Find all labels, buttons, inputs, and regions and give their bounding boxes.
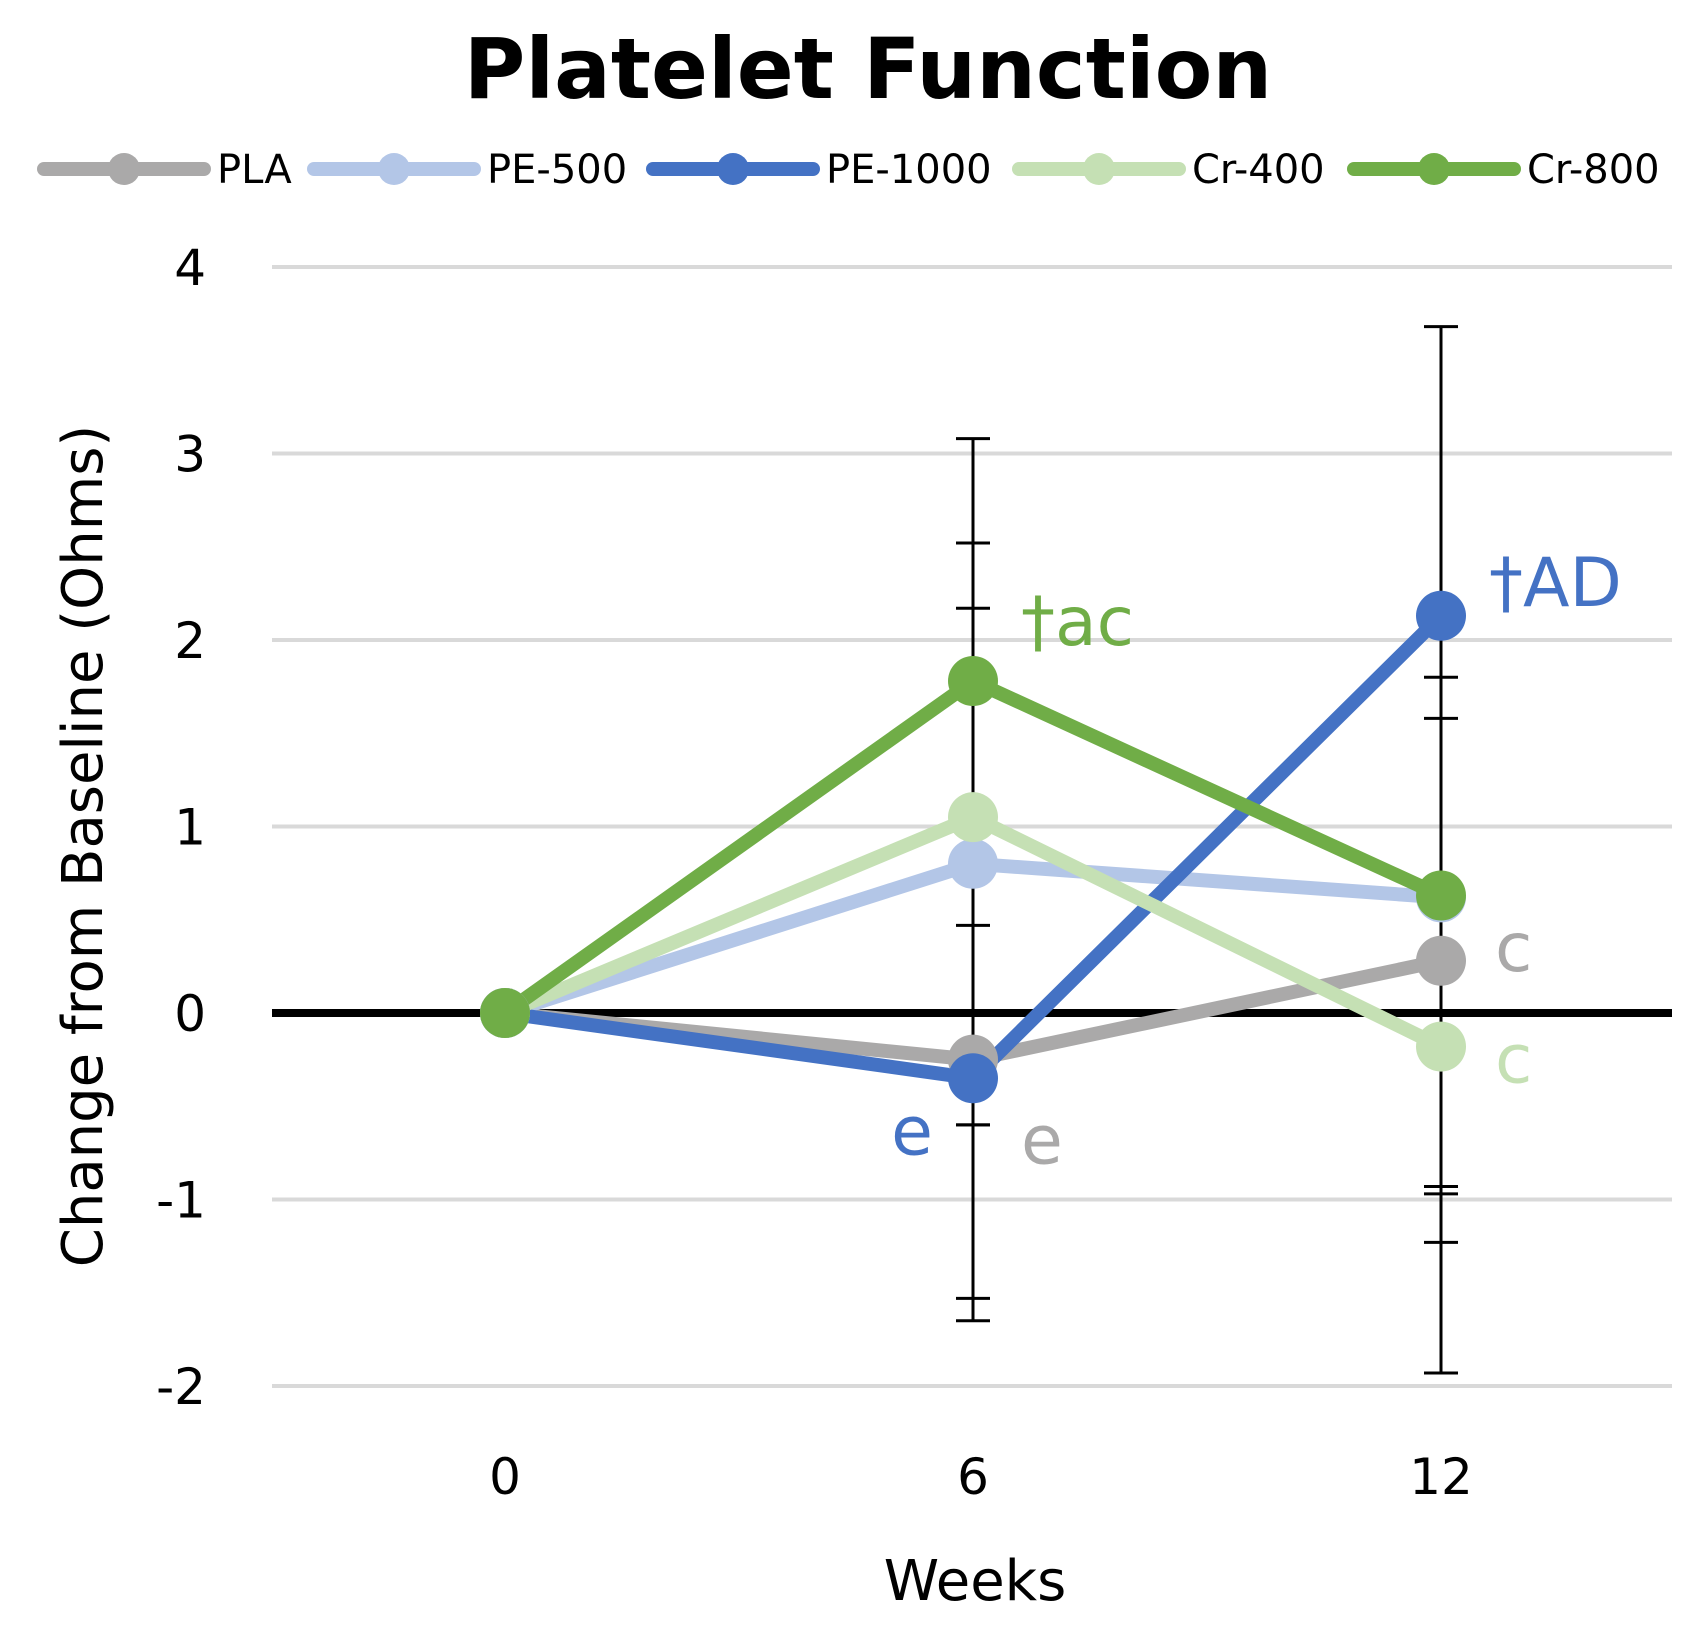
y-tick-label: 3 xyxy=(174,426,206,484)
series-point xyxy=(1416,870,1466,921)
legend-swatch-marker xyxy=(717,153,749,185)
legend-label: Cr-800 xyxy=(1527,147,1660,193)
series-point xyxy=(948,838,998,889)
legend-item: PE-500 xyxy=(307,147,627,193)
series-points xyxy=(480,590,1466,1104)
y-tick-label: 1 xyxy=(174,799,206,857)
annotations: †ac †AD cc e e xyxy=(891,544,1622,1181)
x-tick-label: 6 xyxy=(957,1448,989,1506)
series-point xyxy=(948,656,998,707)
legend-item: Cr-800 xyxy=(1347,147,1660,193)
series-point xyxy=(948,1053,998,1104)
series-point xyxy=(480,988,530,1038)
x-tick-label: 12 xyxy=(1409,1448,1473,1506)
x-axis-title: Weeks xyxy=(884,1549,1067,1614)
legend-item: PLA xyxy=(37,147,292,193)
x-axis-ticks: 0 6 12 xyxy=(489,1448,1473,1506)
legend-swatch-marker xyxy=(108,153,140,185)
annotation-label: e xyxy=(891,1092,933,1171)
series-point xyxy=(1416,590,1466,641)
legend-swatch-marker xyxy=(1083,153,1115,185)
annotation-label: e xyxy=(1021,1102,1063,1181)
series-point xyxy=(948,792,998,843)
annotation-label: †ac xyxy=(1021,583,1134,662)
y-tick-label: 2 xyxy=(174,612,206,670)
x-tick-label: 0 xyxy=(489,1448,521,1506)
annotation-label: c xyxy=(1495,909,1532,988)
legend-item: Cr-400 xyxy=(1012,147,1325,193)
y-axis-title: Change from Baseline (Ohms) xyxy=(51,425,116,1268)
y-tick-label: -2 xyxy=(156,1358,206,1416)
y-tick-label: -1 xyxy=(156,1172,206,1230)
chart-title: Platelet Function xyxy=(464,20,1272,118)
legend-label: PE-1000 xyxy=(826,147,992,193)
annotation-label: †AD xyxy=(1489,544,1622,623)
legend-swatch-marker xyxy=(1418,153,1450,185)
series-point xyxy=(1416,935,1466,986)
legend: PLA PE-500 PE-1000 Cr-400 Cr-800 xyxy=(37,147,1660,193)
legend-label: Cr-400 xyxy=(1192,147,1325,193)
legend-label: PLA xyxy=(217,147,292,193)
series-point xyxy=(1416,1021,1466,1072)
annotation-label: c xyxy=(1495,1021,1532,1100)
y-axis-ticks: -2 -1 0 1 2 3 4 xyxy=(156,239,206,1416)
y-tick-label: 0 xyxy=(174,985,206,1043)
y-tick-label: 4 xyxy=(174,239,206,297)
legend-swatch-marker xyxy=(378,153,410,185)
legend-label: PE-500 xyxy=(487,147,627,193)
legend-item: PE-1000 xyxy=(646,147,992,193)
